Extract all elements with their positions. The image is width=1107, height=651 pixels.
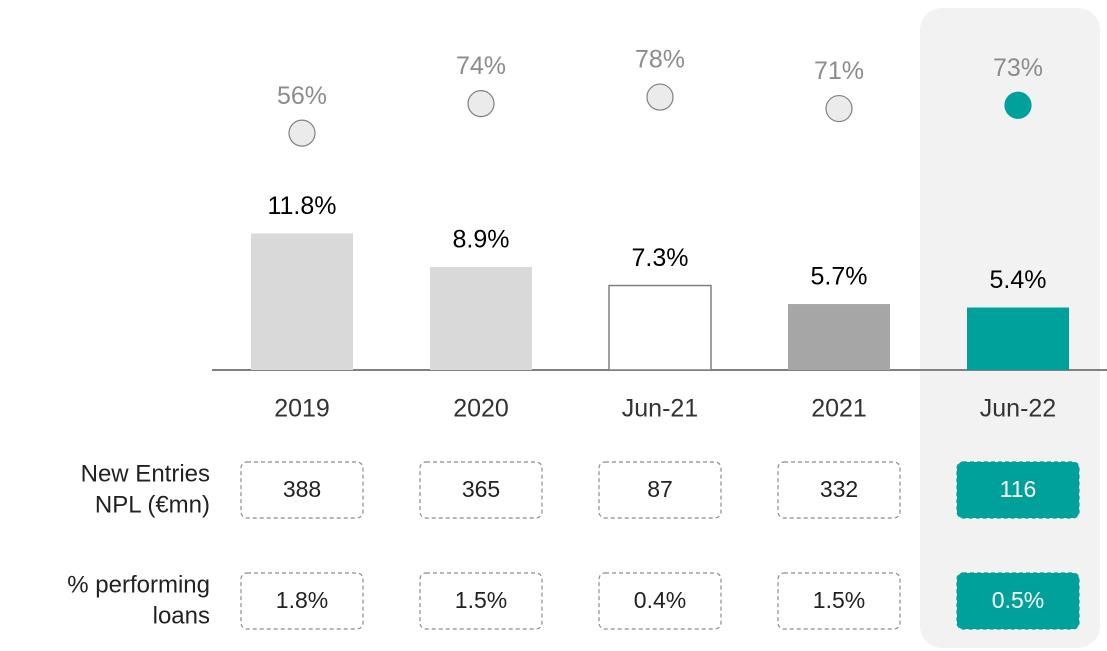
x-tick-label: 2021 xyxy=(811,395,867,423)
row-label: loans xyxy=(153,602,210,629)
table-value: 87 xyxy=(647,476,673,502)
table-cell xyxy=(598,572,722,630)
x-tick-label: 2020 xyxy=(453,395,509,423)
table-cell xyxy=(240,572,364,630)
coverage-label: 74% xyxy=(456,52,506,80)
table-value: 1.8% xyxy=(276,587,328,613)
coverage-dot xyxy=(646,83,674,111)
table-value: 1.5% xyxy=(813,587,865,613)
row-label: % performing xyxy=(67,571,210,598)
table-value: 388 xyxy=(283,476,321,502)
row-label: NPL (€mn) xyxy=(95,491,210,518)
table-value: 365 xyxy=(462,476,500,502)
x-tick-label: 2019 xyxy=(274,395,330,423)
coverage-label: 56% xyxy=(277,82,327,110)
bar xyxy=(608,284,712,371)
x-tick-label: Jun-21 xyxy=(622,395,698,423)
coverage-label: 73% xyxy=(993,54,1043,82)
coverage-label: 71% xyxy=(814,57,864,85)
table-cell xyxy=(240,461,364,519)
row-label: New Entries xyxy=(81,460,210,487)
table-cell xyxy=(777,461,901,519)
table-cell xyxy=(419,461,543,519)
coverage-dot xyxy=(467,90,495,118)
table-value: 332 xyxy=(820,476,858,502)
table-cell xyxy=(419,572,543,630)
bar xyxy=(788,304,890,370)
bar xyxy=(967,307,1069,370)
bar xyxy=(430,267,532,370)
bar-value-label: 5.7% xyxy=(811,263,868,291)
table-cell xyxy=(956,461,1080,519)
bar xyxy=(251,233,353,370)
bar-value-label: 7.3% xyxy=(632,244,689,272)
table-cell xyxy=(956,572,1080,630)
coverage-dot xyxy=(1004,91,1032,119)
table-value: 0.4% xyxy=(634,587,686,613)
coverage-dot xyxy=(288,119,316,147)
table-value: 116 xyxy=(1000,476,1037,502)
coverage-label: 78% xyxy=(635,46,685,74)
table-value: 1.5% xyxy=(455,587,507,613)
bar-value-label: 5.4% xyxy=(990,266,1047,294)
coverage-dot xyxy=(825,94,853,123)
table-cell xyxy=(777,572,901,630)
table-cell xyxy=(598,461,722,519)
table-value: 0.5% xyxy=(992,587,1044,613)
x-tick-label: Jun-22 xyxy=(980,395,1056,423)
bar-value-label: 11.8% xyxy=(267,192,336,220)
bar-value-label: 8.9% xyxy=(453,226,510,254)
